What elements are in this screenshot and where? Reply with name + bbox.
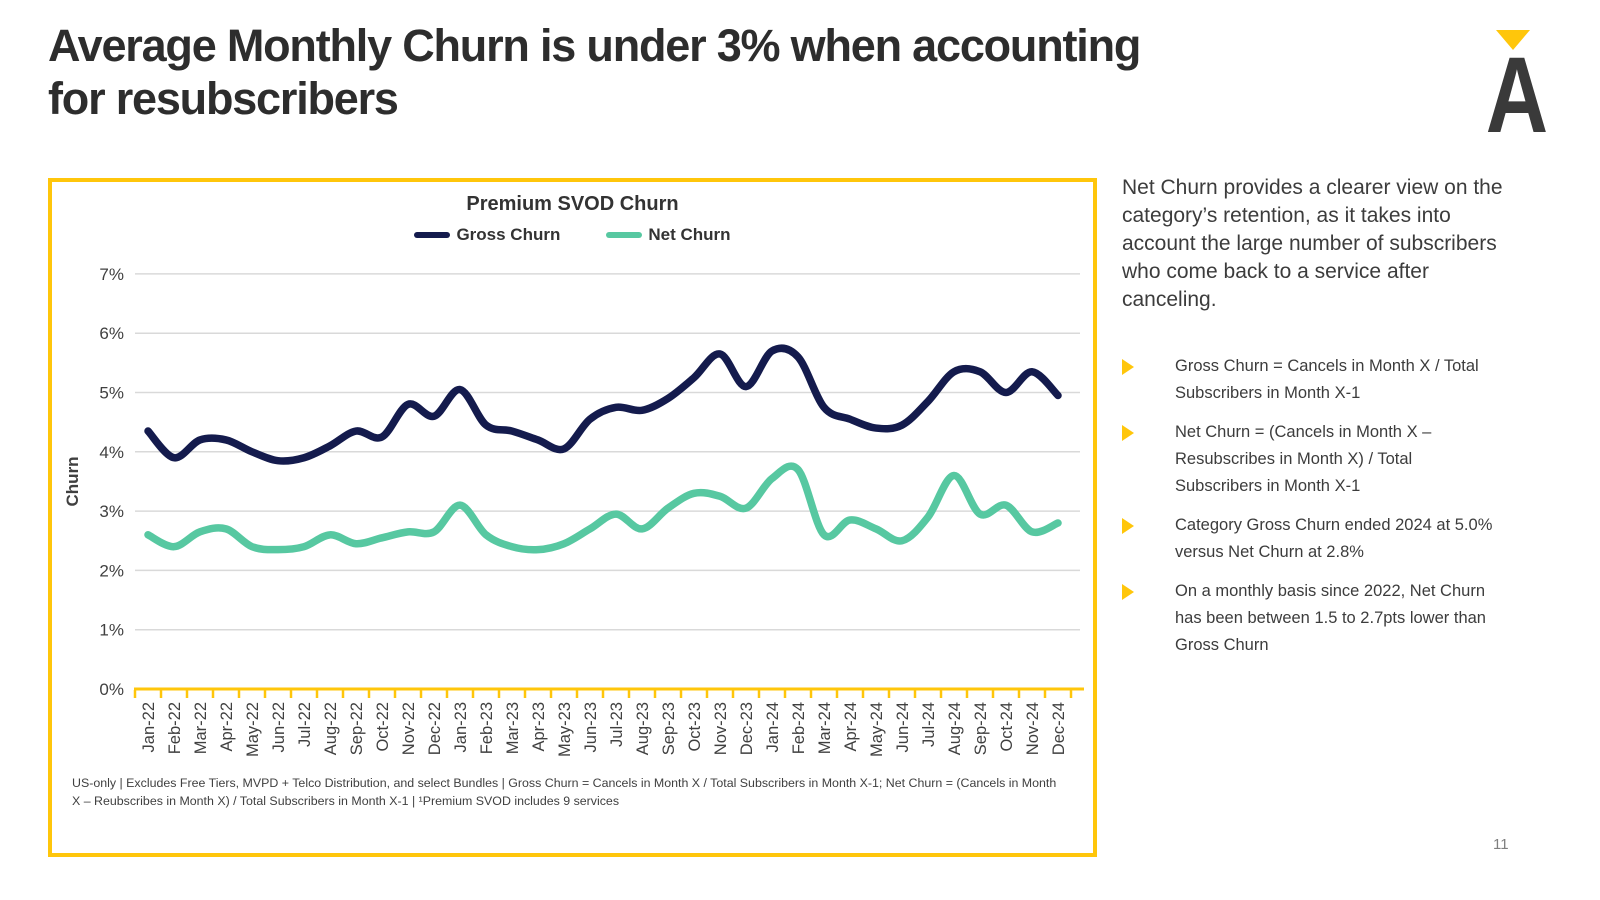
svg-text:Jan-22: Jan-22 xyxy=(140,702,158,752)
svg-text:Jan-24: Jan-24 xyxy=(764,702,782,752)
sidebar-intro: Net Churn provides a clearer view on the… xyxy=(1122,176,1503,311)
svg-text:Apr-23: Apr-23 xyxy=(530,702,548,752)
chart-legend: Gross Churn Net Churn xyxy=(52,223,1093,247)
bullet-text: Category Gross Churn ended 2024 at 5.0% … xyxy=(1175,516,1493,561)
svg-text:Apr-22: Apr-22 xyxy=(218,702,236,752)
bullet-triangle-icon xyxy=(1122,359,1147,375)
svg-text:Jun-24: Jun-24 xyxy=(894,702,912,752)
gross-churn-line-swatch xyxy=(414,232,451,238)
antenna-logo: A xyxy=(1478,30,1549,155)
svg-text:Sep-24: Sep-24 xyxy=(972,702,990,755)
svg-text:Jun-23: Jun-23 xyxy=(582,702,600,752)
logo-triangle-icon xyxy=(1496,30,1530,50)
net-churn-line-swatch xyxy=(606,232,643,238)
svg-text:Jul-23: Jul-23 xyxy=(608,702,626,747)
sidebar-bullets: Gross Churn = Cancels in Month X / Total… xyxy=(1122,353,1527,671)
svg-text:Dec-23: Dec-23 xyxy=(738,702,756,755)
bullet-triangle-icon xyxy=(1122,518,1147,534)
svg-text:Aug-22: Aug-22 xyxy=(322,702,340,755)
svg-text:Jun-22: Jun-22 xyxy=(270,702,288,752)
legend-label-net-churn: Net Churn xyxy=(648,225,731,244)
svg-text:Aug-23: Aug-23 xyxy=(634,702,652,755)
svg-text:Mar-24: Mar-24 xyxy=(816,702,834,754)
bullet-churn-gap: On a monthly basis since 2022, Net Churn… xyxy=(1122,578,1527,659)
svg-text:Oct-22: Oct-22 xyxy=(374,702,392,752)
svg-text:Sep-23: Sep-23 xyxy=(660,702,678,755)
bullet-triangle-icon xyxy=(1122,425,1147,441)
svg-text:May-22: May-22 xyxy=(244,702,262,757)
svg-text:Feb-22: Feb-22 xyxy=(166,702,184,754)
churn-chart-card: Premium SVOD Churn Gross Churn Net Churn… xyxy=(48,178,1097,857)
page-number: 11 xyxy=(1493,836,1509,853)
bullet-net-churn-definition: Net Churn = (Cancels in Month X – Resubs… xyxy=(1122,419,1527,500)
svg-text:0%: 0% xyxy=(99,680,124,699)
svg-text:5%: 5% xyxy=(99,384,124,403)
svg-text:Aug-24: Aug-24 xyxy=(946,702,964,755)
svg-text:6%: 6% xyxy=(99,324,124,343)
bullet-2024-churn-values: Category Gross Churn ended 2024 at 5.0% … xyxy=(1122,512,1527,566)
svg-text:Mar-22: Mar-22 xyxy=(192,702,210,754)
svg-text:4%: 4% xyxy=(99,443,124,462)
svg-text:Nov-22: Nov-22 xyxy=(400,702,418,755)
svg-text:May-23: May-23 xyxy=(556,702,574,757)
svg-text:Feb-23: Feb-23 xyxy=(478,702,496,754)
logo-letter: A xyxy=(1485,34,1549,155)
svg-text:Nov-23: Nov-23 xyxy=(712,702,730,755)
svg-text:Jul-22: Jul-22 xyxy=(296,702,314,747)
svg-text:Mar-23: Mar-23 xyxy=(504,702,522,754)
svg-text:Feb-24: Feb-24 xyxy=(790,702,808,754)
svg-text:2%: 2% xyxy=(99,561,124,580)
churn-line-chart: 0% 1% 2% 3% 4% 5% 6% 7% Churn Jan-22 Feb-22 Mar-22 A… xyxy=(63,265,1084,757)
svg-text:7%: 7% xyxy=(99,265,124,284)
svg-text:Sep-22: Sep-22 xyxy=(348,702,366,755)
bullet-text: On a monthly basis since 2022, Net Churn… xyxy=(1175,582,1486,654)
svg-text:Oct-24: Oct-24 xyxy=(998,702,1016,752)
bullet-triangle-icon xyxy=(1122,584,1147,600)
legend-item-gross-churn: Gross Churn xyxy=(414,225,560,245)
legend-label-gross-churn: Gross Churn xyxy=(456,225,561,244)
svg-text:May-24: May-24 xyxy=(868,702,886,757)
bullet-gross-churn-definition: Gross Churn = Cancels in Month X / Total… xyxy=(1122,353,1527,407)
svg-text:Churn: Churn xyxy=(63,456,82,506)
svg-text:Jul-24: Jul-24 xyxy=(920,702,938,747)
svg-text:3%: 3% xyxy=(99,502,124,521)
legend-item-net-churn: Net Churn xyxy=(606,225,731,245)
svg-text:Dec-22: Dec-22 xyxy=(426,702,444,755)
bullet-text: Gross Churn = Cancels in Month X / Total… xyxy=(1175,357,1479,402)
svg-text:Apr-24: Apr-24 xyxy=(842,702,860,752)
bullet-text: Net Churn = (Cancels in Month X – Resubs… xyxy=(1175,423,1432,495)
page-title: Average Monthly Churn is under 3% when a… xyxy=(48,20,1141,124)
svg-text:1%: 1% xyxy=(99,621,124,640)
svg-text:Nov-24: Nov-24 xyxy=(1024,702,1042,755)
chart-title: Premium SVOD Churn xyxy=(466,193,679,215)
svg-text:Jan-23: Jan-23 xyxy=(452,702,470,752)
chart-footnote: US-only | Excludes Free Tiers, MVPD + Te… xyxy=(72,776,1057,808)
svg-text:Dec-24: Dec-24 xyxy=(1050,702,1068,755)
svg-text:Oct-23: Oct-23 xyxy=(686,702,704,752)
